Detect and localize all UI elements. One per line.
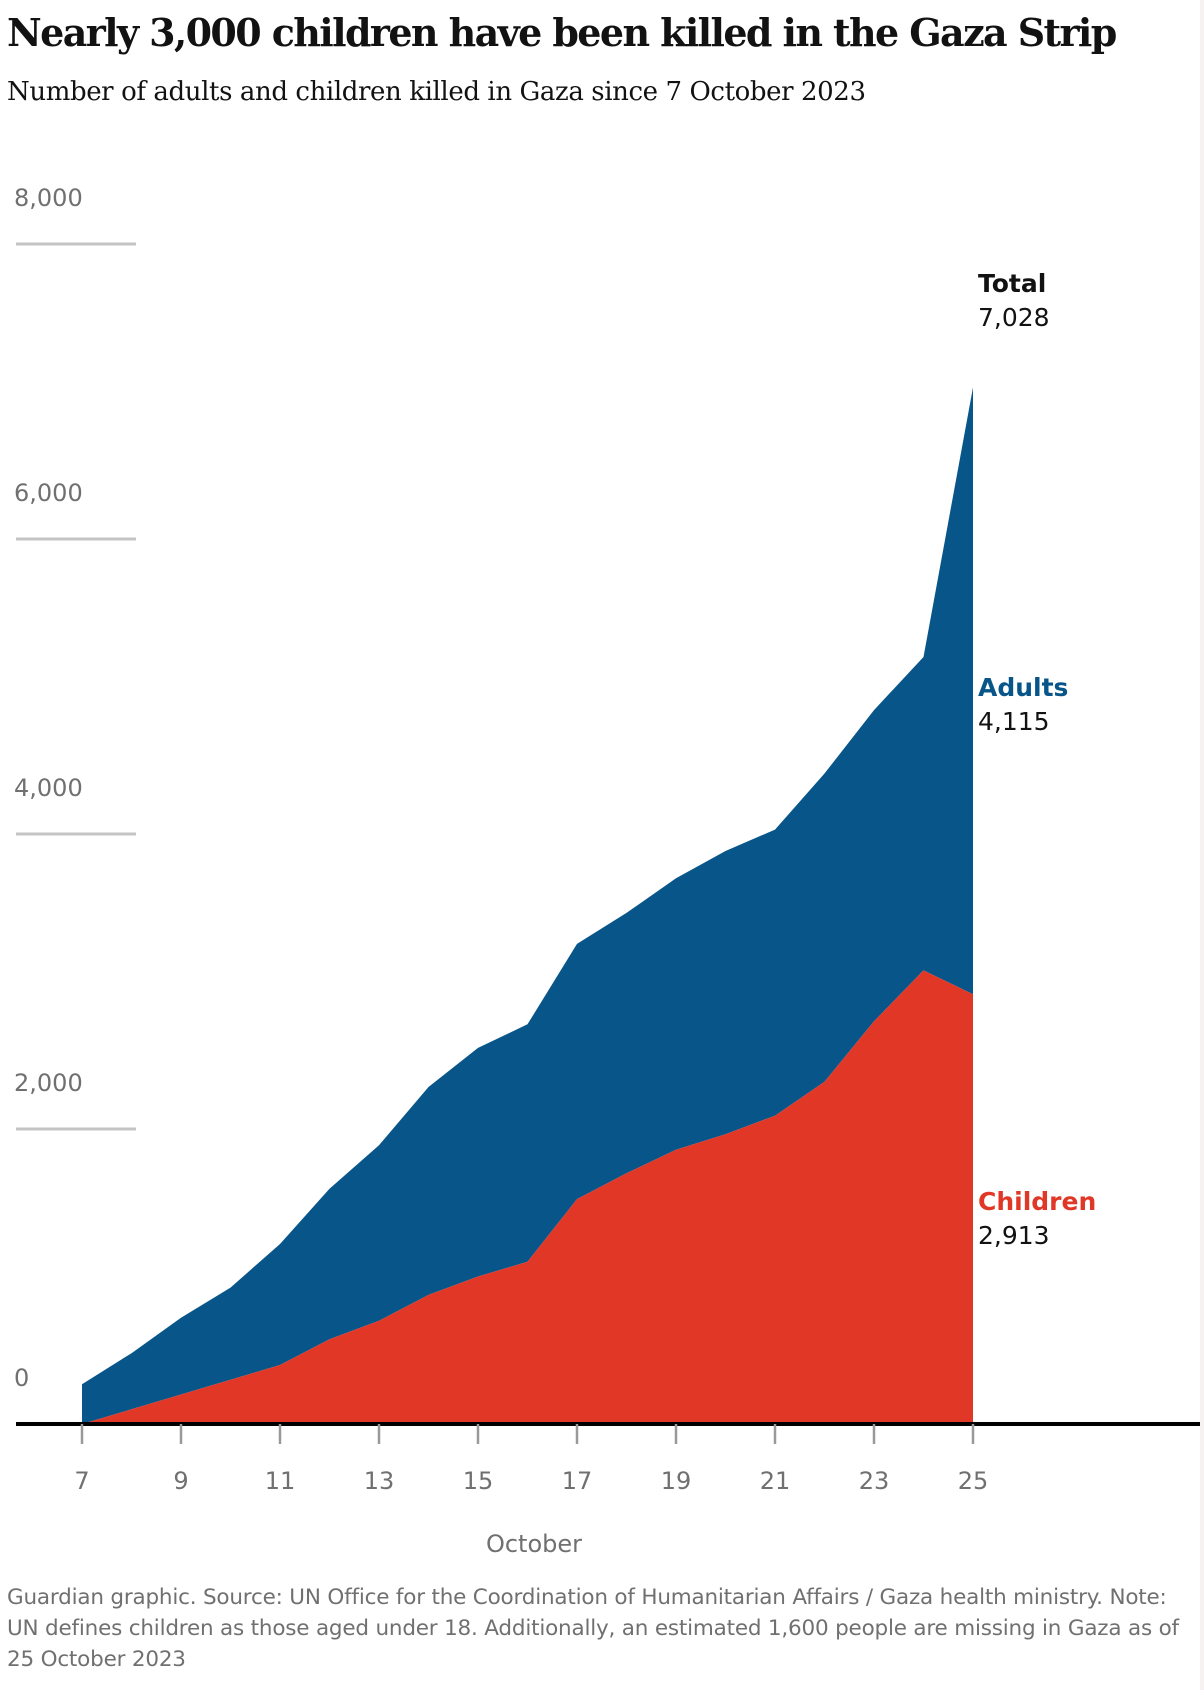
x-axis: 7 9 11 13 15 17 19 21 23 25 — [16, 1422, 1204, 1495]
x-tick-label: 17 — [562, 1467, 593, 1495]
end-label-name: Children — [978, 1187, 1096, 1216]
page-edge-divider — [1200, 0, 1204, 1690]
x-tick-label: 7 — [74, 1467, 89, 1495]
y-tick-label: 0 — [14, 1364, 29, 1392]
x-tick-label: 25 — [958, 1467, 989, 1495]
end-label-name: Adults — [978, 673, 1068, 702]
end-labels: Total 7,028 Adults 4,115 Children 2,913 — [978, 269, 1096, 1250]
chart-title: Nearly 3,000 children have been killed i… — [7, 10, 1117, 55]
area-adults — [82, 387, 973, 1424]
x-axis-title: October — [486, 1530, 582, 1558]
y-tick-label: 4,000 — [14, 774, 83, 802]
stacked-areas — [82, 387, 973, 1424]
end-label-name: Total — [978, 269, 1046, 298]
y-tick-label: 8,000 — [14, 184, 83, 212]
y-tick-label: 6,000 — [14, 479, 83, 507]
x-tick-label: 15 — [463, 1467, 494, 1495]
y-axis: 0 2,000 4,000 6,000 8,000 — [14, 184, 136, 1392]
chart-footnote: Guardian graphic. Source: UN Office for … — [7, 1585, 1179, 1672]
chart-subtitle: Number of adults and children killed in … — [7, 77, 866, 107]
area-children — [82, 970, 973, 1424]
x-tick-label: 9 — [173, 1467, 188, 1495]
end-label-value: 2,913 — [978, 1221, 1050, 1250]
x-tick-label: 13 — [364, 1467, 395, 1495]
end-label-value: 7,028 — [978, 303, 1050, 332]
area-chart: 0 2,000 4,000 6,000 8,000 7 9 11 13 15 17 19 21 23 25… — [14, 184, 1204, 1558]
x-tick-label: 11 — [265, 1467, 296, 1495]
x-tick-label: 21 — [760, 1467, 791, 1495]
y-tick-label: 2,000 — [14, 1069, 83, 1097]
x-tick-label: 23 — [859, 1467, 890, 1495]
end-label-value: 4,115 — [978, 707, 1050, 736]
x-tick-label: 19 — [661, 1467, 692, 1495]
